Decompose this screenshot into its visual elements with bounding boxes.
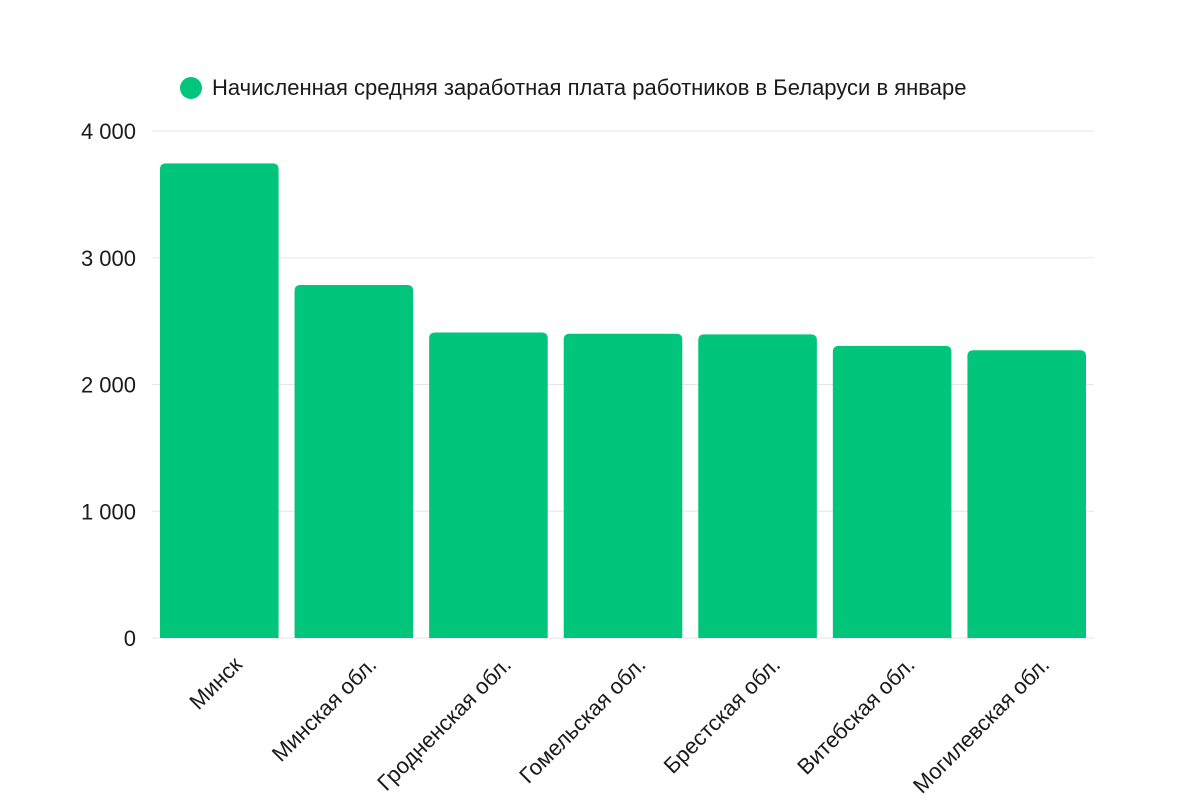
y-axis-tick-labels: 0 1 000 2 000 3 000 4 000 bbox=[81, 119, 136, 651]
x-category-label: Минская обл. bbox=[267, 652, 382, 767]
legend-label: Начисленная средняя заработная плата раб… bbox=[212, 75, 966, 100]
y-tick-label: 0 bbox=[124, 626, 136, 651]
bar bbox=[160, 163, 279, 639]
bar bbox=[294, 285, 414, 638]
y-tick-label: 1 000 bbox=[81, 499, 136, 524]
bar bbox=[698, 334, 817, 638]
bar bbox=[563, 333, 683, 638]
x-category-label: Брестская обл. bbox=[659, 652, 786, 779]
bar bbox=[832, 345, 952, 638]
legend-marker bbox=[180, 77, 202, 99]
y-tick-label: 3 000 bbox=[81, 246, 136, 271]
y-tick-label: 4 000 bbox=[81, 119, 136, 144]
bar bbox=[967, 350, 1086, 638]
y-tick-label: 2 000 bbox=[81, 373, 136, 398]
x-category-label: Минск bbox=[184, 652, 247, 715]
x-category-label: Могилевская обл. bbox=[908, 652, 1054, 798]
x-category-label: Гомельская обл. bbox=[514, 652, 650, 788]
x-category-label: Гродненская обл. bbox=[372, 652, 516, 796]
x-axis-category-labels: Минск Минская обл.Гродненская обл.Гомельс… bbox=[184, 652, 1054, 799]
bar bbox=[429, 332, 548, 638]
x-category-label: Витебская обл. bbox=[792, 652, 920, 780]
legend: Начисленная средняя заработная плата раб… bbox=[180, 75, 966, 100]
bars bbox=[160, 163, 1086, 639]
